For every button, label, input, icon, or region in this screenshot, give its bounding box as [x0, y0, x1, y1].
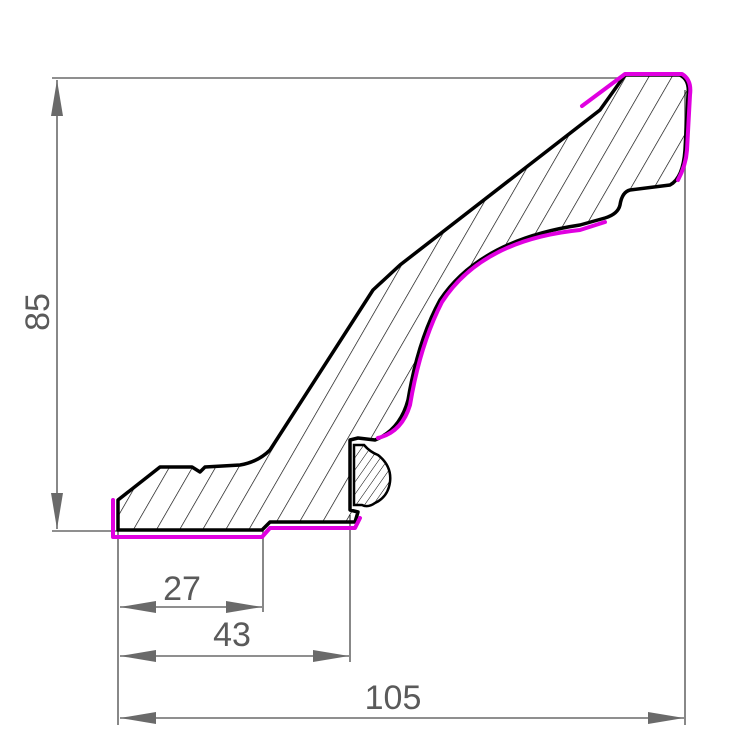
- arrow-right-icon: [648, 712, 684, 724]
- width-105-dimension: 105: [120, 679, 684, 724]
- width-43-dimension: 43: [120, 616, 349, 662]
- arrow-left-icon: [120, 712, 156, 724]
- cove-contact-edge: [376, 220, 607, 440]
- extension-lines: [52, 77, 686, 725]
- width-27-label: 27: [163, 570, 201, 608]
- bead-insert: [352, 443, 392, 508]
- profile-outline: [116, 73, 691, 532]
- arrow-left-icon: [120, 650, 156, 662]
- width-27-dimension: 27: [120, 570, 262, 613]
- molding-profile: [116, 73, 691, 532]
- height-dimension: 85: [19, 80, 63, 529]
- top-contact-edge: [580, 72, 693, 182]
- width-105-label: 105: [365, 679, 422, 717]
- arrow-up-icon: [51, 80, 63, 116]
- arrow-left-icon: [120, 601, 156, 613]
- bead-section: [352, 443, 392, 508]
- height-label: 85: [19, 293, 57, 331]
- width-43-label: 43: [213, 616, 251, 654]
- highlight-edges: [111, 72, 693, 539]
- arrow-right-icon: [313, 650, 349, 662]
- arrow-right-icon: [226, 601, 262, 613]
- bottom-contact-edge: [111, 498, 362, 539]
- arrow-down-icon: [51, 493, 63, 529]
